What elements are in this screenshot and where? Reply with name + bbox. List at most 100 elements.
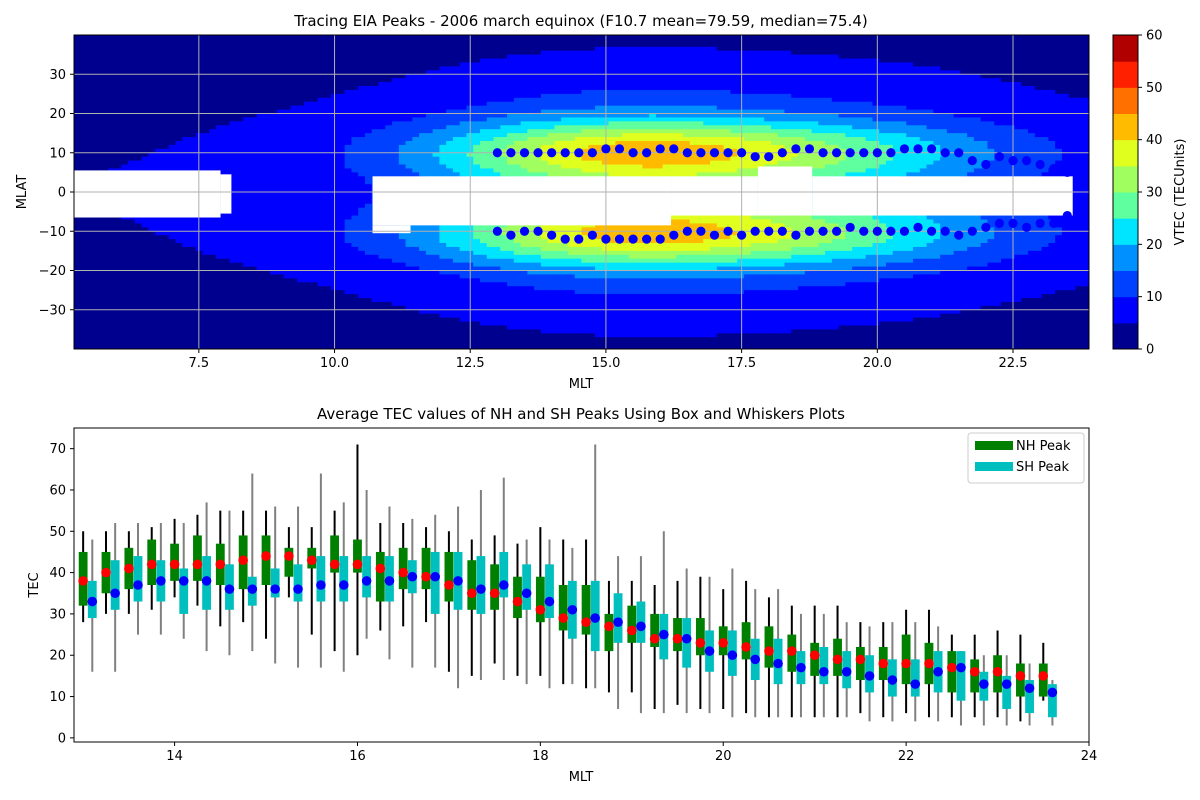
contour-cell: [263, 101, 271, 107]
contour-cell: [270, 317, 278, 323]
contour-cell: [270, 258, 278, 264]
contour-cell: [128, 333, 136, 338]
contour-cell: [236, 35, 244, 40]
contour-cell: [249, 137, 258, 142]
contour-cell: [358, 203, 366, 209]
contour-cell: [493, 137, 501, 142]
contour-cell: [161, 270, 170, 276]
contour-cell: [290, 133, 298, 138]
contour-cell: [155, 42, 163, 48]
contour-cell: [364, 54, 373, 60]
contour-cell: [148, 341, 156, 346]
contour-cell: [412, 35, 420, 40]
contour-cell: [446, 152, 454, 158]
contour-cell: [128, 82, 136, 87]
contour-cell: [182, 78, 190, 83]
contour-cell: [168, 286, 177, 291]
contour-cell: [189, 58, 197, 64]
contour-cell: [310, 101, 319, 107]
contour-cell: [446, 321, 454, 327]
contour-cell: [310, 58, 319, 64]
contour-cell: [101, 113, 109, 119]
contour-cell: [236, 254, 244, 260]
contour-cell: [270, 199, 278, 205]
contour-cell: [310, 35, 319, 40]
contour-cell: [263, 301, 271, 307]
contour-cell: [216, 109, 224, 115]
contour-cell: [128, 89, 136, 95]
contour-cell: [134, 227, 143, 232]
contour-cell: [452, 62, 461, 67]
contour-cell: [202, 227, 210, 232]
contour-cell: [128, 152, 136, 158]
contour-cell: [337, 239, 346, 244]
contour-cell: [371, 172, 380, 177]
contour-cell: [486, 168, 495, 173]
contour-cell: [432, 305, 440, 311]
contour-cell: [452, 282, 461, 287]
contour-cell: [290, 188, 298, 193]
contour-cell: [446, 35, 454, 40]
contour-cell: [87, 243, 95, 248]
contour-cell: [392, 278, 400, 283]
contour-cell: [439, 82, 447, 87]
contour-cell: [195, 144, 204, 150]
contour-cell: [358, 211, 366, 217]
contour-cell: [168, 86, 177, 91]
contour-cell: [419, 286, 427, 291]
contour-cell: [263, 313, 271, 319]
contour-cell: [128, 125, 136, 130]
contour-cell: [297, 140, 305, 146]
contour-cell: [80, 82, 89, 87]
contour-cell: [452, 341, 461, 346]
contour-cell: [310, 345, 319, 349]
contour-cell: [290, 82, 298, 87]
contour-cell: [94, 35, 102, 40]
contour-cell: [344, 309, 353, 315]
contour-cell: [114, 278, 122, 283]
contour-cell: [243, 258, 251, 264]
contour-cell: [222, 321, 231, 327]
contour-cell: [480, 329, 488, 334]
contour-cell: [270, 109, 278, 115]
contour-cell: [324, 35, 332, 40]
contour-cell: [216, 329, 224, 334]
contour-cell: [189, 121, 197, 126]
contour-cell: [270, 188, 278, 193]
contour-cell: [446, 137, 454, 142]
contour-cell: [128, 294, 136, 299]
contour-cell: [324, 180, 332, 185]
contour-cell: [371, 70, 380, 75]
contour-cell: [216, 250, 224, 256]
contour-cell: [94, 227, 102, 232]
contour-cell: [94, 46, 102, 52]
contour-cell: [304, 148, 312, 154]
contour-cell: [358, 333, 366, 338]
contour-cell: [432, 152, 440, 158]
contour-cell: [94, 70, 102, 75]
contour-cell: [398, 235, 407, 240]
contour-cell: [405, 333, 413, 338]
contour-cell: [182, 294, 190, 299]
contour-cell: [317, 192, 325, 197]
contour-cell: [249, 305, 258, 311]
contour-cell: [249, 325, 258, 330]
contour-cell: [134, 50, 143, 56]
contour-cell: [283, 274, 292, 279]
contour-cell: [304, 105, 312, 111]
contour-cell: [236, 180, 244, 185]
contour-cell: [452, 97, 461, 103]
contour-cell: [344, 54, 353, 60]
contour-cell: [236, 148, 244, 154]
contour-cell: [74, 35, 82, 40]
contour-cell: [209, 97, 217, 103]
contour-cell: [425, 227, 434, 232]
contour-cell: [351, 337, 359, 342]
contour-cell: [283, 54, 292, 60]
contour-cell: [371, 164, 380, 170]
contour-cell: [114, 140, 122, 146]
contour-cell: [290, 301, 298, 307]
contour-cell: [141, 337, 150, 342]
contour-cell: [189, 321, 197, 327]
contour-cell: [452, 66, 461, 71]
